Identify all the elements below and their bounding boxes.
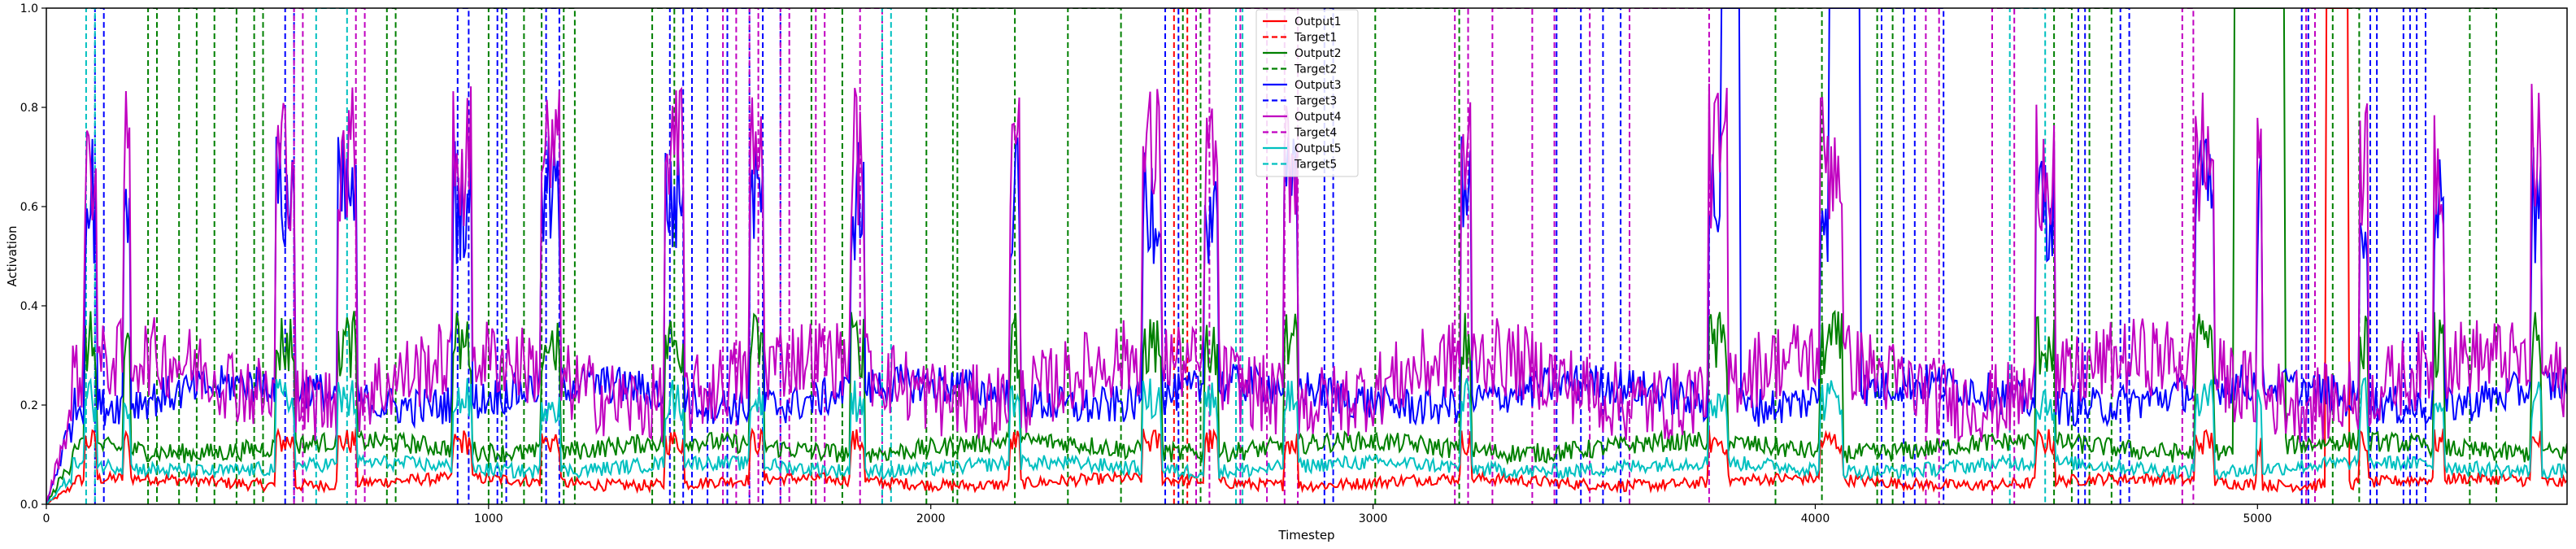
series-output1	[46, 8, 2567, 504]
ticks-layer: 0 1000 2000 3000 4000 5000 0.0 0.2 0.4 0.6 0.8 1.0	[20, 2, 2272, 525]
legend-label: Output4	[1295, 111, 1342, 124]
legend-label: Target2	[1294, 63, 1337, 76]
series-output5	[46, 377, 2567, 504]
legend-label: Output2	[1295, 47, 1342, 60]
legend-label: Target4	[1294, 127, 1337, 140]
y-tick-label: 1.0	[20, 2, 38, 15]
legend-box	[1255, 9, 1359, 177]
x-tick-label: 1000	[474, 512, 503, 525]
legend-label: Output3	[1295, 79, 1342, 92]
y-tick-label: 0.2	[20, 399, 38, 412]
plot-frame	[46, 7, 2568, 505]
x-tick-label: 0	[43, 512, 50, 525]
y-tick-label: 0.0	[20, 499, 38, 512]
legend-label: Target5	[1294, 159, 1337, 172]
x-axis-label: Timestep	[1277, 528, 1334, 542]
y-tick-label: 0.4	[20, 300, 38, 313]
series-output4	[46, 83, 2567, 504]
legend-label: Target3	[1294, 95, 1337, 108]
y-tick-label: 0.6	[20, 201, 38, 214]
x-tick-label: 5000	[2243, 512, 2272, 525]
x-tick-label: 4000	[1801, 512, 1830, 525]
legend: Output1 Target1 Output2 Target2 Output3 Targe…	[1255, 9, 1359, 177]
legend-label: Target1	[1294, 32, 1337, 45]
series-layer	[46, 8, 2567, 504]
series-output2	[46, 8, 2567, 504]
legend-label: Output1	[1295, 15, 1342, 28]
y-tick-label: 0.8	[20, 102, 38, 115]
x-tick-label: 2000	[916, 512, 946, 525]
legend-label: Output5	[1295, 142, 1342, 155]
frame-layer	[46, 7, 2568, 505]
x-tick-label: 3000	[1359, 512, 1388, 525]
y-axis-label: Activation	[5, 225, 20, 286]
